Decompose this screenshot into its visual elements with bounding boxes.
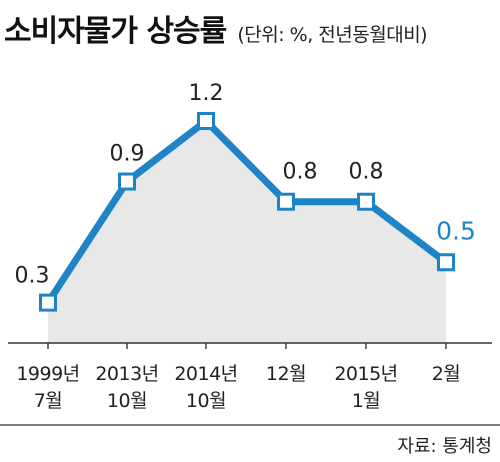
x-tick-label: 1월 — [352, 390, 381, 412]
x-tick-label: 2015년 — [334, 363, 397, 385]
x-tick-label-layer: 1999년 7월 2013년 10월 2014년 10월 12월 2015년 1월 2월 — [16, 363, 460, 412]
data-value-label: 0.8 — [349, 160, 384, 185]
x-tick-label: 10월 — [107, 390, 147, 412]
chart-header: 소비자물가 상승률 (단위: %, 전년동월대비) — [4, 6, 428, 50]
x-tick-label: 7월 — [34, 390, 63, 412]
data-point-marker — [118, 172, 136, 191]
data-value-label: 1.2 — [189, 81, 224, 106]
data-value-label: 0.5 — [436, 216, 476, 245]
x-tick-label: 2월 — [432, 363, 461, 385]
x-tick-label: 2014년 — [174, 363, 237, 385]
data-value-label: 0.8 — [283, 160, 318, 185]
x-tick-label: 2013년 — [95, 363, 158, 385]
data-value-label: 0.3 — [15, 264, 50, 289]
chart-unit-note: (단위: %, 전년동월대비) — [237, 24, 428, 46]
data-value-label: 0.9 — [110, 142, 145, 167]
x-tick-label: 10월 — [186, 390, 226, 412]
data-point-marker — [357, 192, 375, 211]
marker-layer — [39, 112, 455, 312]
chart-title: 소비자물가 상승률 — [4, 14, 227, 49]
value-label-layer: 0.3 0.9 1.2 0.8 0.8 0.5 — [15, 81, 476, 289]
x-tick-label: 12월 — [266, 363, 306, 385]
data-point-marker — [197, 112, 215, 130]
axis-layer — [0, 342, 500, 426]
area-layer — [48, 121, 446, 343]
x-tick-label: 1999년 — [16, 363, 79, 385]
data-point-marker — [437, 253, 455, 272]
source-note: 자료: 통계청 — [397, 436, 492, 457]
data-point-marker — [277, 192, 295, 211]
series-line — [45, 116, 449, 305]
line-layer — [45, 116, 449, 305]
area-fill — [48, 121, 446, 343]
data-point-marker — [39, 293, 57, 312]
